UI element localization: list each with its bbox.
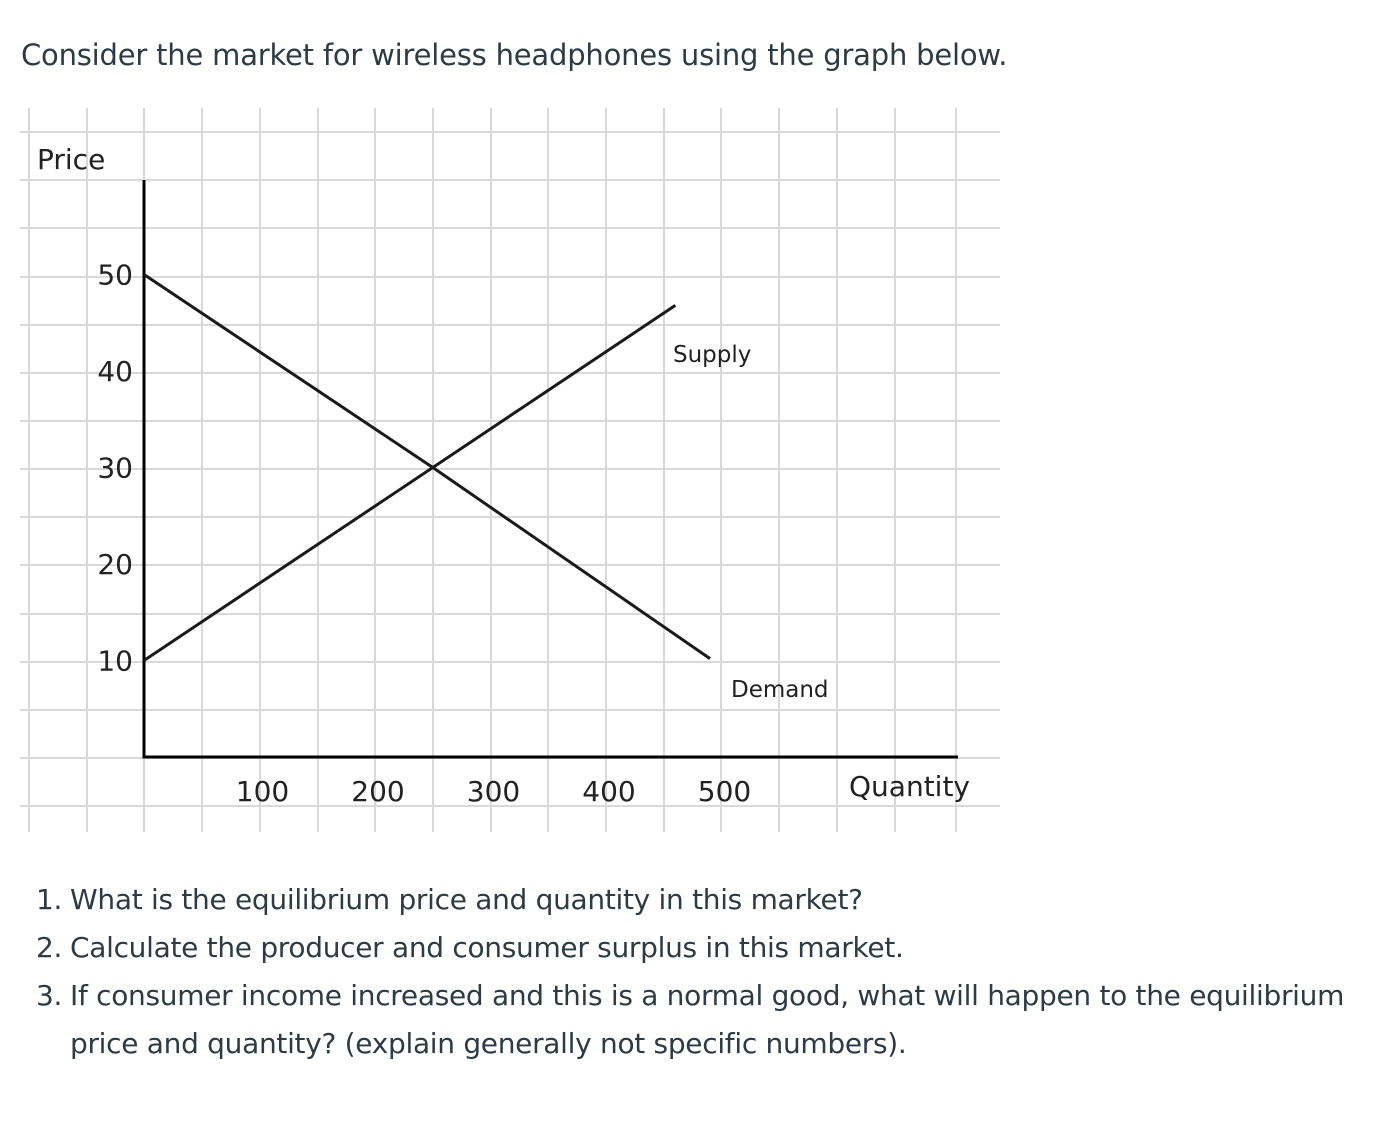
y-tick-label: 40 [97,355,133,388]
chart-grid [20,108,1000,832]
y-tick-label: 30 [97,452,133,485]
supply-curve [143,304,677,662]
question-intro: Consider the market for wireless headpho… [21,38,1008,72]
x-axis-title: Quantity [849,770,970,803]
x-tick-label: 500 [698,775,751,808]
question-text: price and quantity? (explain generally n… [70,1027,907,1060]
question-number: 2. [36,931,63,964]
demand-curve [143,273,711,660]
question-text: If consumer income increased and this is… [70,979,1345,1012]
x-tick-label: 300 [467,775,520,808]
demand-curve-label: Demand [731,677,829,703]
y-tick-label: 20 [97,548,133,581]
x-tick-label: 200 [351,775,404,808]
y-tick-label: 10 [97,645,133,678]
y-axis-title: Price [37,143,105,176]
question-item: 2. Calculate the producer and consumer s… [36,924,1376,972]
x-tick-label: 100 [236,775,289,808]
supply-demand-chart: 10 20 30 40 50 100 200 300 400 500 Price Quantity… [20,108,1000,832]
supply-curve-label: Supply [673,342,751,368]
chart-labels: Price Quantity Supply Demand [37,143,970,803]
question-item: 1. What is the equilibrium price and qua… [36,876,1376,924]
question-number: 1. [36,883,63,916]
y-tick-label: 50 [97,259,133,292]
x-tick-label: 400 [582,775,635,808]
question-text: What is the equilibrium price and quanti… [70,883,863,916]
chart-axes: 10 20 30 40 50 100 200 300 400 500 [97,180,958,808]
question-number: 3. [36,979,63,1012]
question-text: Calculate the producer and consumer surp… [70,931,904,964]
question-list: 1. What is the equilibrium price and qua… [36,876,1376,1068]
chart-series [143,273,711,662]
question-item: 3. If consumer income increased and this… [36,972,1376,1068]
